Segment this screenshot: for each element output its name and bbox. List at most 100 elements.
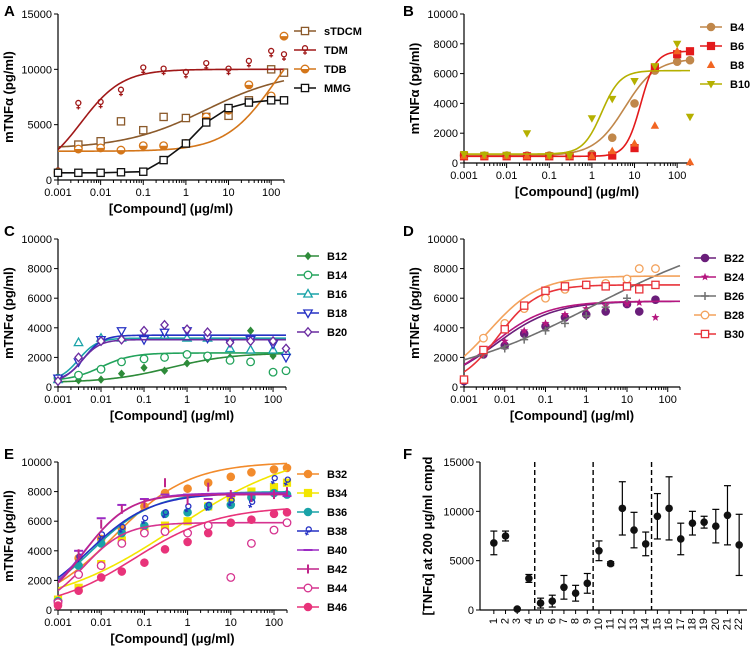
data-point	[500, 344, 509, 353]
x-tick-label: 0.01	[90, 187, 111, 199]
series-B22	[459, 295, 680, 386]
legend-item: B40	[297, 545, 347, 557]
data-point	[96, 168, 105, 178]
y-tick-label: 10000	[427, 9, 458, 21]
x-tick-label: 13	[628, 618, 640, 630]
x-tick-label: 1	[183, 187, 189, 199]
data-point	[74, 168, 83, 178]
data-point	[502, 151, 511, 160]
data-point	[622, 299, 631, 308]
data-point	[160, 545, 170, 554]
data-point	[248, 498, 256, 509]
data-point	[183, 484, 192, 493]
x-tick-label: 20	[710, 618, 722, 630]
series-B6	[459, 47, 695, 161]
series-B8	[459, 46, 695, 166]
data-point	[583, 579, 592, 588]
data-point	[116, 168, 126, 177]
data-point	[53, 375, 63, 387]
data-point	[269, 351, 277, 361]
data-point	[541, 293, 550, 303]
data-point	[244, 98, 254, 107]
panel-e: 0 2000 4000 6000 8000 10000 E 0.001 0.01 0.1 1 10 10…	[1, 446, 348, 646]
data-point	[116, 145, 126, 155]
data-point	[140, 363, 148, 372]
legend-label: B32	[327, 469, 347, 481]
data-point	[618, 504, 627, 513]
legend-label: MMG	[324, 83, 351, 95]
data-point	[560, 310, 569, 318]
x-tick-label: 2	[500, 618, 512, 624]
y-tick-label: 8000	[28, 264, 52, 276]
data-point	[160, 527, 170, 537]
data-point	[601, 282, 610, 291]
fit-curve	[464, 284, 680, 373]
data-point	[139, 125, 148, 135]
data-point-group	[723, 485, 732, 546]
legend-label: sTDCM	[324, 26, 362, 38]
fit-curve	[58, 69, 285, 153]
data-point	[711, 522, 720, 530]
data-point	[651, 264, 660, 274]
panel-label: F	[403, 446, 412, 463]
x-tick-label: 1	[589, 170, 595, 182]
legend-marker	[700, 310, 710, 320]
y-tick-label: 10000	[427, 234, 458, 246]
data-point	[203, 351, 213, 361]
legend-label: TDM	[324, 45, 348, 57]
x-tick-label: 0.01	[90, 617, 111, 629]
data-point	[160, 352, 169, 362]
legend-item: B24	[694, 272, 745, 284]
x-tick-label: 0.1	[136, 394, 151, 406]
data-point-group	[700, 515, 708, 529]
legend-item: B22	[694, 253, 744, 265]
data-point	[96, 364, 106, 374]
data-point	[634, 264, 644, 274]
data-point	[183, 517, 192, 526]
data-point	[541, 326, 550, 335]
x-tick-label: 0.1	[542, 170, 557, 182]
data-point	[268, 367, 278, 377]
legend-marker	[701, 292, 709, 300]
legend-item: B18	[297, 308, 347, 320]
data-point	[582, 311, 591, 320]
y-axis-label: mTNFα (pg/ml)	[1, 267, 16, 359]
y-tick-label: 15000	[443, 457, 474, 469]
legend-marker	[304, 526, 312, 536]
data-point	[650, 63, 660, 71]
data-point	[159, 141, 169, 151]
data-point	[545, 152, 554, 161]
legend-item: sTDCM	[294, 26, 362, 38]
data-point	[587, 115, 597, 123]
y-tick-label: 5000	[450, 556, 474, 568]
y-tick-label: 0	[46, 175, 52, 187]
panel-c: 0 2000 4000 6000 8000 10000 C 0.001 0.01 0.1 1 10 10…	[1, 223, 348, 423]
data-point	[630, 78, 639, 86]
panel-d: 0 2000 4000 6000 8000 10000 D 0.001 0.01 0.1 1 10 10…	[403, 223, 745, 423]
legend-item: MMG	[294, 83, 351, 95]
y-tick-label: 2000	[28, 352, 52, 364]
data-point	[541, 286, 550, 296]
legend-marker	[302, 309, 314, 319]
data-point	[182, 349, 192, 359]
y-tick-label: 0	[452, 158, 458, 170]
legend-label: B8	[730, 60, 744, 72]
legend-marker	[706, 60, 716, 68]
x-tick-label: 7	[558, 618, 570, 624]
data-point	[97, 375, 105, 384]
x-tick-label: 0.1	[136, 187, 151, 199]
legend-item: B44	[297, 583, 348, 595]
data-point	[479, 345, 488, 355]
x-tick-label: 8	[570, 618, 582, 624]
legend-marker	[303, 507, 313, 517]
data-point	[607, 133, 617, 142]
data-point-group	[490, 530, 498, 556]
x-tick-label: 14	[640, 618, 652, 630]
legend-marker	[300, 64, 310, 74]
series-B24	[460, 298, 680, 383]
y-tick-label: 15000	[21, 9, 52, 21]
y-tick-label: 2000	[434, 352, 458, 364]
x-tick-label: 10	[621, 394, 633, 406]
panel-label: C	[4, 223, 15, 240]
